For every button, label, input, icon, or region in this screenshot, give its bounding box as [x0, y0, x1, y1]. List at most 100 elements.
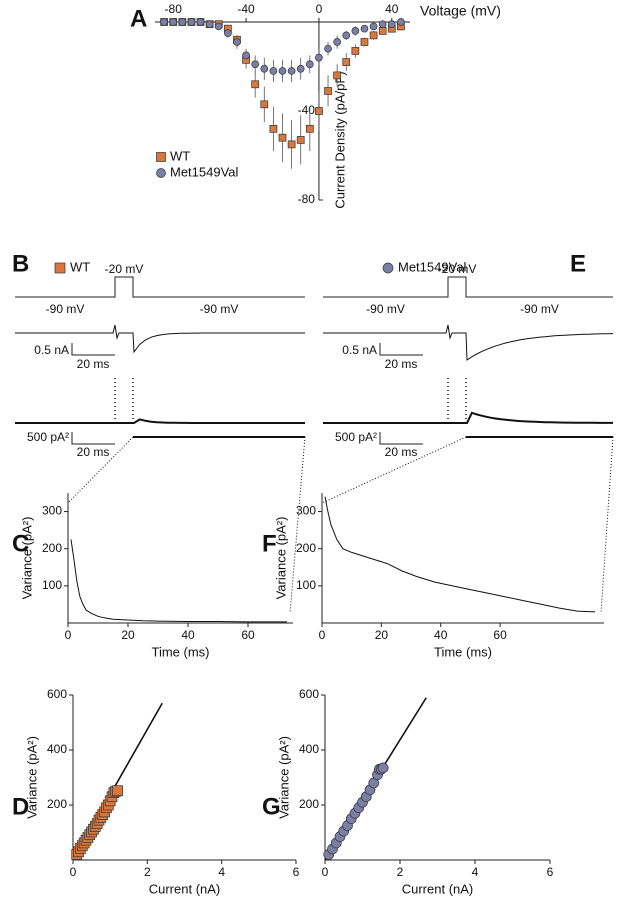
- marker: [278, 67, 287, 75]
- marker: [251, 80, 260, 89]
- y-tick-label: 300: [296, 504, 316, 518]
- y-tick-label: 200: [299, 797, 319, 811]
- voltage-protocol: [15, 276, 305, 298]
- marker: [377, 762, 389, 774]
- y-tick-label: 200: [47, 797, 67, 811]
- y-axis-label: Variance (pA²): [19, 517, 34, 600]
- x-axis-label: Time (ms): [151, 644, 209, 659]
- panel-label: C: [12, 530, 29, 557]
- zoom-guide: [321, 436, 467, 504]
- x-tick-label: 0: [70, 865, 77, 879]
- zoom-guide: [67, 436, 134, 504]
- y-tick-label: 600: [299, 687, 319, 701]
- variance-line: [70, 539, 287, 623]
- marker: [160, 18, 168, 26]
- marker: [315, 107, 323, 115]
- y-tick-label: 200: [296, 541, 316, 555]
- x-axis-label: Current (nA): [402, 881, 474, 896]
- panel-label: G: [262, 793, 281, 820]
- marker: [305, 124, 314, 133]
- marker: [360, 38, 369, 46]
- zoom-guide: [289, 436, 306, 614]
- marker: [269, 67, 278, 75]
- x-tick-label: 2: [144, 865, 151, 879]
- panel-label: F: [262, 530, 277, 557]
- current-scale-bar: [71, 343, 115, 356]
- marker: [342, 31, 351, 40]
- marker: [387, 20, 396, 29]
- panel-label: D: [12, 793, 29, 820]
- marker: [324, 87, 332, 95]
- panel-label: A: [130, 5, 147, 32]
- y-axis-label: Variance (pA²): [24, 736, 39, 819]
- holding-voltage: -90 mV: [200, 302, 239, 316]
- marker: [224, 29, 232, 37]
- holding-voltage: -90 mV: [520, 302, 559, 316]
- x-tick-label: 40: [181, 628, 195, 642]
- x-axis-label: Time (ms): [434, 644, 492, 659]
- time-scale: 20 ms: [385, 357, 418, 371]
- step-voltage: -20 mV: [105, 262, 144, 276]
- marker: [112, 785, 123, 797]
- marker: [397, 18, 405, 26]
- marker: [333, 71, 341, 80]
- legend-label: WT: [170, 148, 190, 163]
- marker: [260, 100, 269, 109]
- variance-trace: [15, 418, 305, 424]
- marker: [378, 27, 387, 35]
- variance-scale: 500 pA²: [335, 430, 377, 444]
- variance-line: [324, 496, 596, 613]
- x-tick-label: 6: [547, 865, 554, 879]
- y-axis-label: Variance (pA²): [273, 517, 288, 600]
- current-scale-bar: [379, 343, 423, 356]
- marker: [305, 60, 314, 69]
- marker: [333, 38, 341, 46]
- x-tick-label: 20: [375, 628, 389, 642]
- y-tick-label: 100: [296, 578, 316, 592]
- marker: [287, 67, 296, 75]
- marker: [342, 58, 351, 66]
- holding-voltage: -90 mV: [366, 302, 405, 316]
- marker: [178, 18, 187, 26]
- marker: [156, 168, 166, 178]
- marker: [278, 133, 287, 142]
- y-axis-label: Variance (pA²): [276, 736, 291, 819]
- marker: [269, 124, 278, 133]
- y-tick-label: 400: [299, 742, 319, 756]
- marker: [242, 51, 250, 60]
- holding-voltage: -90 mV: [46, 302, 85, 316]
- marker: [360, 24, 369, 33]
- marker: [196, 18, 205, 26]
- x-tick-label: 6: [293, 865, 300, 879]
- marker: [205, 20, 214, 29]
- x-axis-label: Voltage (mV): [420, 3, 501, 19]
- marker: [296, 64, 305, 73]
- voltage-protocol: [323, 276, 613, 298]
- panel-label: E: [570, 250, 586, 277]
- panel-label: B: [12, 250, 29, 277]
- marker: [369, 31, 378, 40]
- y-tick-label: -40: [298, 103, 316, 117]
- marker: [251, 60, 260, 69]
- y-axis-label: Current Density (pA/pF): [332, 71, 347, 208]
- variance-scale: 500 pA²: [27, 430, 69, 444]
- current-scale: 0.5 nA: [342, 343, 377, 357]
- marker: [214, 22, 223, 31]
- variance-time-scale: 20 ms: [385, 445, 418, 459]
- marker: [315, 53, 323, 62]
- x-tick-label: 4: [472, 865, 479, 879]
- x-tick-label: 60: [493, 628, 507, 642]
- marker: [187, 18, 196, 26]
- marker: [233, 38, 241, 46]
- current-scale: 0.5 nA: [34, 343, 69, 357]
- zoom-guide: [600, 436, 614, 614]
- marker: [369, 22, 378, 31]
- legend-label: Met1549Val: [398, 259, 467, 274]
- marker: [378, 20, 387, 29]
- marker: [351, 27, 360, 35]
- x-tick-label: 0: [65, 628, 72, 642]
- x-tick-label: 0: [322, 865, 329, 879]
- marker: [260, 64, 269, 73]
- marker: [287, 140, 296, 149]
